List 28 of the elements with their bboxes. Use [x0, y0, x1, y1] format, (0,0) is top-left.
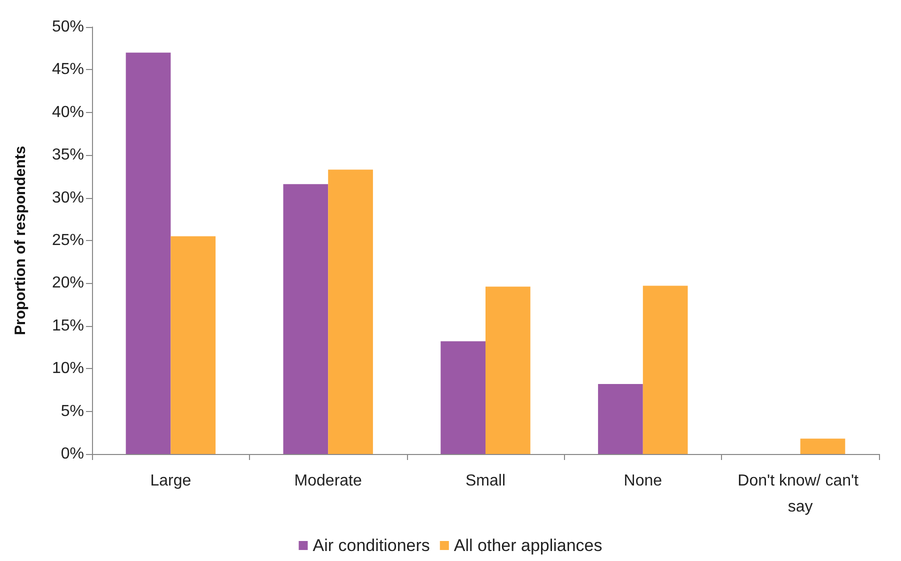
y-tick-label: 25%	[52, 232, 84, 249]
x-tick-label: Large	[150, 472, 192, 490]
x-tick-label: Don't know/ can't say	[738, 472, 863, 516]
bar	[486, 286, 530, 454]
y-tick-label: 0%	[60, 446, 84, 462]
bar	[598, 384, 643, 454]
bar	[126, 52, 171, 454]
y-tick-label: 20%	[52, 274, 84, 292]
bar	[440, 341, 486, 454]
x-tick-label: None	[624, 472, 662, 490]
bar	[170, 236, 216, 454]
y-tick-label: 35%	[52, 146, 84, 164]
x-tick-label: Moderate	[294, 472, 362, 490]
bar	[283, 184, 328, 454]
bar	[800, 438, 846, 454]
y-axis-title: Proportion of respondents	[12, 146, 29, 336]
bar	[328, 170, 373, 454]
y-tick-label: 45%	[52, 61, 84, 78]
x-tick-label: Small	[465, 472, 506, 490]
y-tick-label: 15%	[52, 317, 84, 334]
y-tick-label: 30%	[52, 189, 84, 206]
bar	[642, 286, 688, 454]
y-tick-label: 50%	[52, 18, 84, 36]
y-tick-label: 10%	[52, 360, 84, 378]
y-tick-label: 40%	[52, 104, 84, 121]
legend-label: Air conditioners	[312, 536, 430, 555]
legend-label: All other appliances	[454, 536, 602, 555]
y-tick-label: 5%	[60, 402, 84, 420]
